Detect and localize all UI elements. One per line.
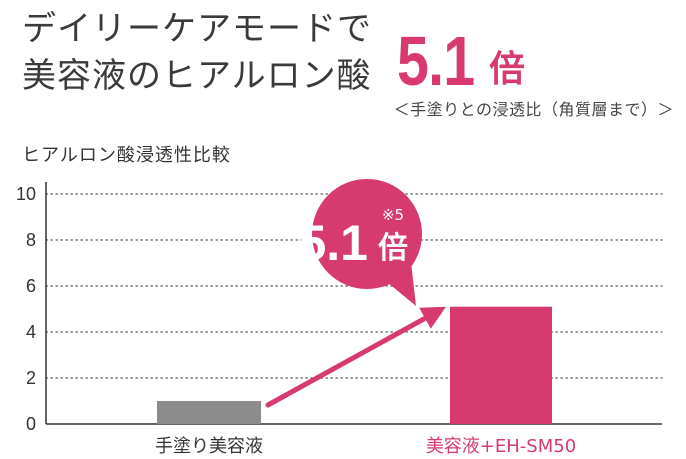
arrow-head	[419, 306, 446, 329]
y-tick-label: 8	[26, 230, 36, 250]
headline-line-1: デイリーケアモードで	[22, 9, 372, 49]
callout-unit: 倍	[378, 231, 408, 266]
callout-circle	[312, 179, 422, 289]
x-tick-label: 手塗り美容液	[155, 435, 263, 457]
bar	[450, 306, 552, 424]
y-tick-label: 2	[26, 368, 36, 388]
chart-title: ヒアルロン酸浸透性比較	[22, 145, 231, 166]
y-tick-label: 10	[16, 184, 36, 204]
bar	[157, 401, 261, 424]
x-tick-label: 美容液+EH-SM50	[426, 436, 576, 457]
highlight-note: ＜手塗りとの浸透比（角質層まで）＞	[393, 100, 674, 119]
headline: デイリーケアモードで 美容液のヒアルロン酸	[22, 6, 372, 100]
x-axis-labels: 手塗り美容液 美容液+EH-SM50	[155, 435, 576, 457]
highlight-unit: 倍	[489, 49, 526, 90]
grid-lines	[45, 182, 663, 425]
callout-value: 5.1	[298, 215, 368, 271]
callout-footnote: ※5	[382, 206, 404, 224]
y-axis-ticks: 0 2 4 6 8 10	[16, 184, 36, 434]
bars	[157, 306, 552, 424]
headline-line-2: 美容液のヒアルロン酸	[22, 56, 372, 96]
callout-bubble: 5.1 ※5 倍	[298, 179, 422, 306]
highlight-ratio: 5.1 倍	[397, 22, 525, 100]
callout-tail	[387, 262, 416, 306]
highlight-value: 5.1	[397, 22, 475, 100]
y-tick-label: 0	[26, 414, 36, 434]
trend-arrow	[265, 306, 446, 408]
y-tick-label: 4	[26, 322, 36, 342]
y-tick-label: 6	[26, 276, 36, 296]
arrow-shaft	[265, 315, 428, 408]
